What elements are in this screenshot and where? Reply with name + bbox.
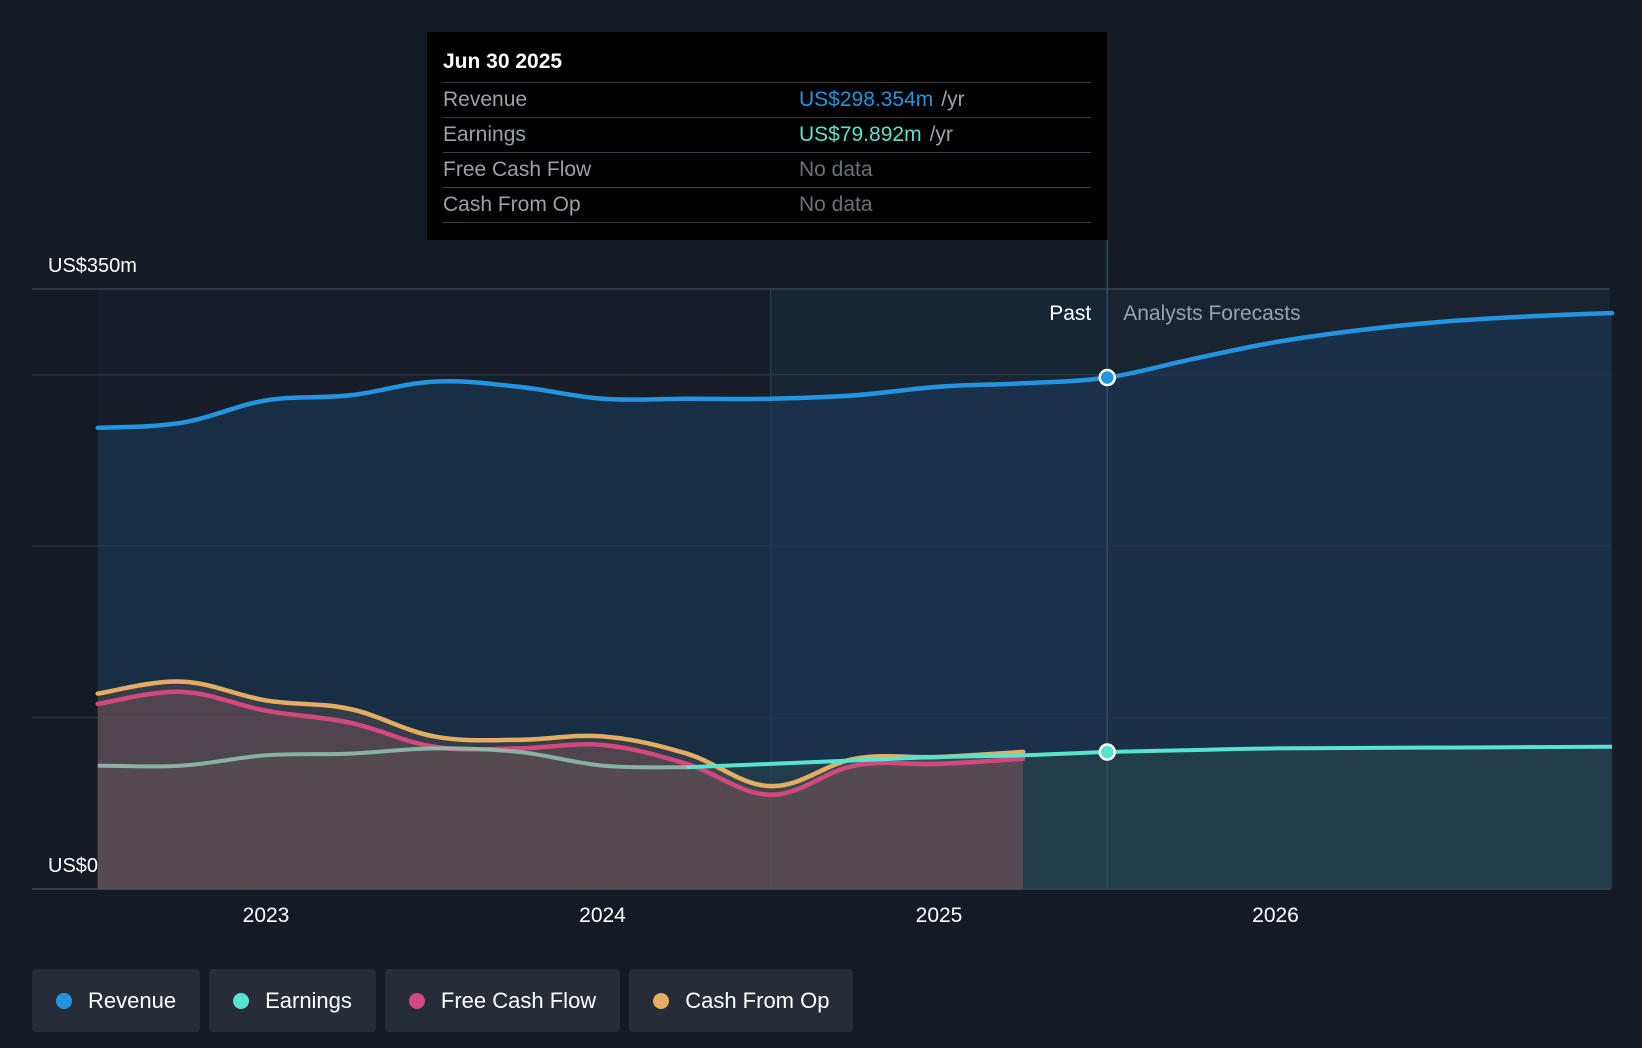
tooltip-value: US$298.354m: [799, 88, 934, 111]
tooltip-unit: /yr: [929, 123, 953, 146]
tooltip-unit: /yr: [941, 88, 965, 111]
x-tick-label: 2024: [579, 904, 626, 927]
past-label: Past: [1049, 302, 1091, 325]
tooltip: Jun 30 2025 Revenue US$298.354m /yr Earn…: [427, 32, 1107, 240]
legend-item-cash-from-op[interactable]: Cash From Op: [629, 969, 854, 1032]
earnings-dot-icon: [233, 992, 250, 1009]
free-cash-flow-area: [97, 691, 1024, 889]
y-axis-max-label: US$350m: [48, 255, 137, 277]
x-tick-label: 2025: [916, 904, 963, 927]
legend-item-revenue[interactable]: Revenue: [32, 969, 201, 1032]
x-tick-label: 2026: [1252, 904, 1299, 927]
tooltip-label: Cash From Op: [443, 193, 581, 216]
tooltip-value: US$79.892m: [799, 123, 922, 146]
markers-layer: [1098, 240, 1116, 889]
revenue-line: [95, 310, 1615, 431]
legend-label: Earnings: [265, 987, 352, 1013]
tooltip-label: Free Cash Flow: [443, 158, 592, 181]
earnings-area: [97, 746, 1612, 889]
earnings-line: [686, 744, 1613, 770]
legend-label: Cash From Op: [685, 987, 830, 1013]
y-axis-min-label: US$0: [48, 855, 98, 877]
tooltip-row-free-cash-flow: Free Cash Flow No data: [443, 152, 1091, 187]
legend-label: Free Cash Flow: [440, 987, 597, 1013]
tooltip-label: Revenue: [443, 88, 528, 111]
legend: Revenue Earnings Free Cash Flow Cash Fro…: [32, 969, 854, 1032]
x-tick-label: 2023: [243, 904, 290, 927]
cash-from-op-area: [97, 681, 1024, 889]
tooltip-row-earnings: Earnings US$79.892m /yr: [443, 117, 1091, 152]
cash-from-op-line: [95, 679, 1026, 789]
tooltip-value: No data: [799, 193, 873, 216]
earnings-line-past: [97, 746, 687, 770]
free-cash-flow-line: [95, 689, 1026, 797]
tooltip-label: Earnings: [443, 123, 526, 146]
legend-item-earnings[interactable]: Earnings: [209, 969, 376, 1032]
free-cash-flow-dot-icon: [408, 992, 425, 1009]
revenue-area: [97, 313, 1612, 889]
tooltip-value: No data: [799, 158, 873, 181]
revenue-dot-icon: [56, 992, 72, 1009]
legend-item-free-cash-flow[interactable]: Free Cash Flow: [384, 969, 621, 1032]
revenue-marker: [1098, 368, 1116, 387]
tooltip-date: Jun 30 2025: [443, 50, 563, 73]
tooltip-row-revenue: Revenue US$298.354m /yr: [443, 82, 1091, 117]
earnings-marker: [1098, 743, 1116, 761]
forecast-label: Analysts Forecasts: [1123, 302, 1300, 325]
tooltip-row-cash-from-op: Cash From Op No data: [443, 187, 1091, 223]
legend-label: Revenue: [88, 987, 177, 1013]
lines-layer: [95, 310, 1615, 797]
cash-from-op-dot-icon: [653, 992, 670, 1009]
areas-layer: [97, 313, 1612, 889]
text-layer: US$350m US$0 Past Analysts Forecasts 2023 202…: [48, 255, 1301, 927]
